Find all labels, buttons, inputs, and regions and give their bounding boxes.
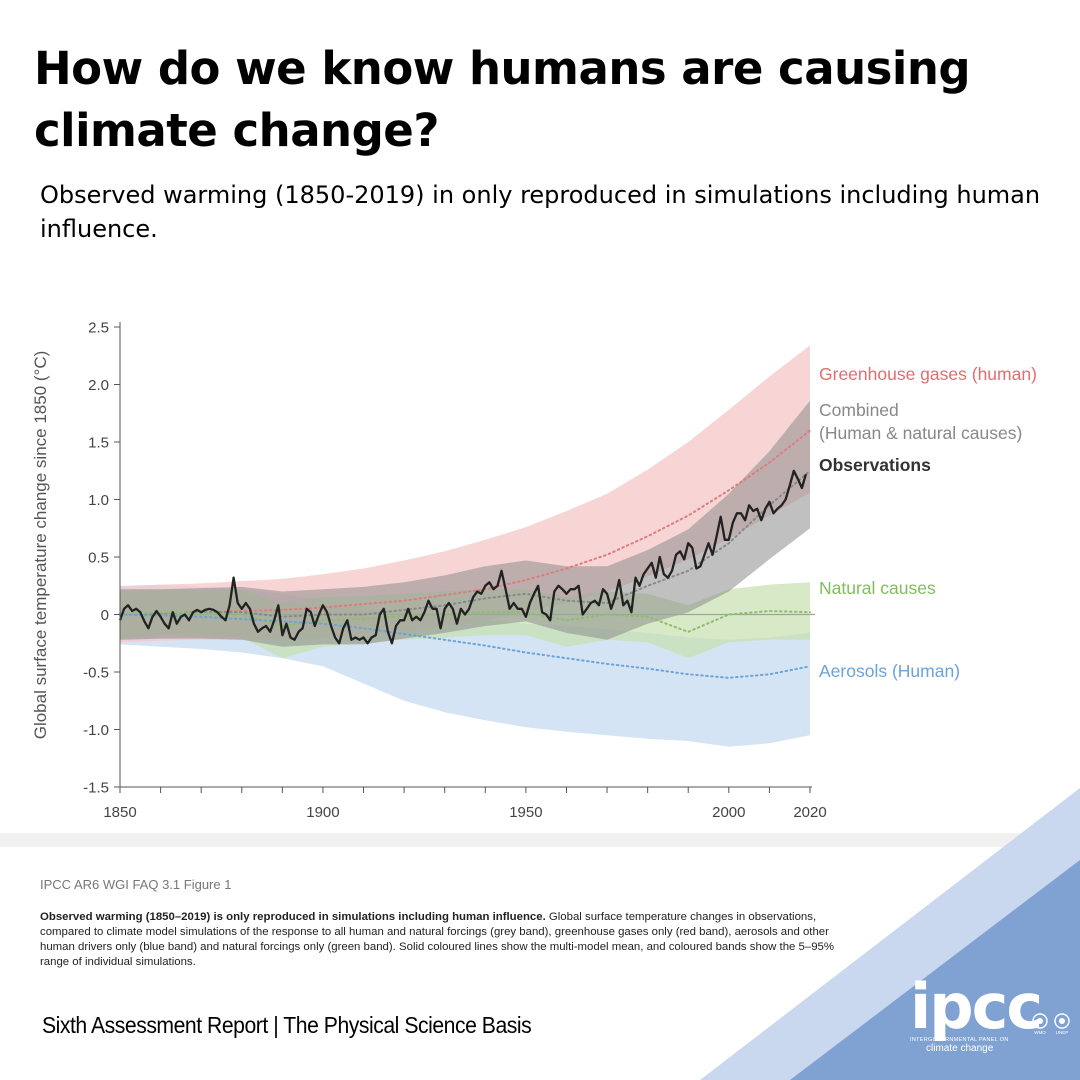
y-tick-label: 2.0 [88,377,109,394]
report-footer: Sixth Assessment Report | The Physical S… [42,1012,532,1038]
aerosols-mean-line [119,613,811,679]
label-greenhouse-gases: Greenhouse gases (human) [819,364,1037,384]
figure-source: IPCC AR6 WGI FAQ 3.1 Figure 1 [40,877,232,892]
unep-emblem-label: UNEP [1056,1030,1069,1035]
y-tick-label: 0.5 [88,550,109,567]
corner-triangle-dark [790,860,1080,1080]
ipcc-logo: ipcc INTERGOVERNMENTAL PANEL ON climate … [910,970,1050,1055]
y-tick-label: -1.0 [83,722,109,739]
y-tick-label: -0.5 [83,665,109,682]
caption-lead: Observed warming (1850–2019) is only rep… [40,911,546,923]
label-aerosols: Aerosols (Human) [819,661,960,681]
ipcc-wordmark: ipcc [910,970,1043,1043]
wmo-unep-emblems: WMO UNEP [1032,1013,1070,1035]
combined-band [120,400,810,647]
label-combined: Combined [819,400,899,420]
y-tick-label: -1.5 [83,780,109,797]
x-tick-label: 1900 [306,804,339,821]
chart-divider [0,833,1080,847]
x-tick-label: 2020 [793,804,826,821]
y-tick-label: 2.5 [88,320,109,337]
x-tick-label: 1950 [509,804,542,821]
temperature-chart: 2.5 2.0 1.5 1.0 0.5 0 -0.5 -1.0 -1.5 1850 1900 195… [31,320,1037,822]
page-subtitle: Observed warming (1850-2019) in only rep… [40,181,1041,243]
y-axis-label: Global surface temperature change since … [31,351,50,740]
caption-body: Global surface temperature changes in ob… [40,911,835,968]
label-observations: Observations [819,455,931,475]
x-tick-label: 1850 [103,804,136,821]
y-tick-label: 0 [101,607,109,624]
y-tick-label: 1.0 [88,492,109,509]
x-tick-label: 2000 [712,804,745,821]
page-title: How do we know humans are causing climat… [34,42,971,157]
figure-caption: Observed warming (1850–2019) is only rep… [40,910,860,970]
ipcc-logo-climate: climate change [926,1043,994,1054]
wmo-emblem-label: WMO [1034,1030,1046,1035]
ipcc-logo-subtitle: INTERGOVERNMENTAL PANEL ON [910,1037,1009,1043]
observations-line [118,469,808,645]
y-tick-label: 1.5 [88,435,109,452]
label-natural-causes: Natural causes [819,578,936,598]
label-combined-detail: (Human & natural causes) [819,423,1022,443]
